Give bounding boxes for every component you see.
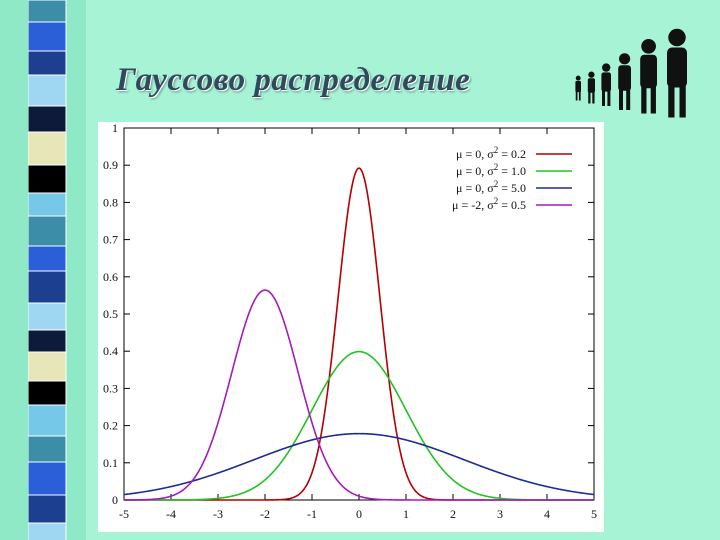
x-tick-label: -1	[307, 507, 317, 521]
y-tick-label: 0.8	[103, 195, 118, 209]
y-tick-label: 0.2	[103, 419, 118, 433]
y-tick-label: 0.3	[103, 381, 118, 395]
y-tick-label: 0.9	[103, 158, 118, 172]
gaussian-chart: 0 0.1 0.2 0.3 0.4 0.5 0.6 0.7 0.8 0.9 1 -5 -4 -3 -2 -1…	[98, 122, 604, 532]
y-tick-label: 0.6	[103, 270, 118, 284]
decorative-checkered-strip	[0, 0, 86, 540]
y-tick-label: 0	[112, 493, 118, 507]
slide-title: Гауссово распределение	[116, 62, 471, 98]
x-tick-label: 1	[403, 507, 409, 521]
x-tick-label: 5	[591, 507, 597, 521]
series-line-4	[124, 289, 594, 501]
y-tick-label: 0.1	[103, 456, 118, 470]
legend-label-4: μ = -2, σ2 = 0.5	[452, 196, 526, 212]
x-tick-label: 2	[450, 507, 456, 521]
x-tick-label: -2	[260, 507, 270, 521]
legend-label-1: μ = 0, σ2 = 0.2	[456, 145, 526, 161]
x-tick-label: -4	[166, 507, 176, 521]
walking-people-icon	[575, 28, 687, 118]
x-tick-label: -3	[213, 507, 223, 521]
x-tick-label: 0	[356, 507, 362, 521]
chart-legend: μ = 0, σ2 = 0.2μ = 0, σ2 = 1.0μ = 0, σ2 …	[452, 145, 572, 212]
y-tick-label: 0.5	[103, 307, 118, 321]
x-tick-label: -5	[119, 507, 129, 521]
y-tick-label: 0.7	[103, 233, 118, 247]
y-tick-label: 0.4	[103, 344, 118, 358]
x-tick-label: 4	[544, 507, 550, 521]
legend-label-3: μ = 0, σ2 = 5.0	[456, 179, 526, 195]
x-tick-label: 3	[497, 507, 503, 521]
series-line-3	[123, 432, 595, 496]
legend-label-2: μ = 0, σ2 = 1.0	[456, 162, 526, 178]
y-tick-label: 1	[112, 122, 118, 135]
